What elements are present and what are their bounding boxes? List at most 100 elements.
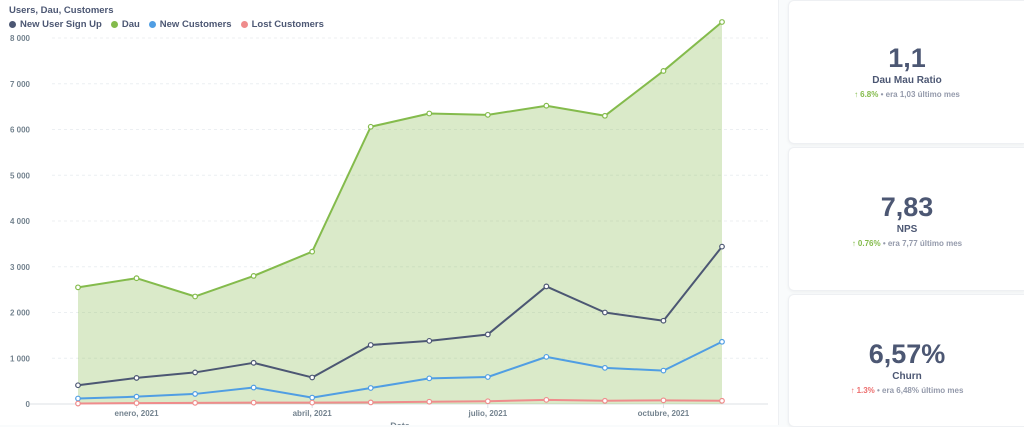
data-point-dau bbox=[367, 123, 374, 130]
data-point-dau bbox=[660, 68, 667, 74]
data-point-new-customers bbox=[660, 367, 667, 374]
data-point-new-customers bbox=[484, 374, 491, 380]
kpi-value[interactable]: 1,1 bbox=[888, 43, 926, 73]
series-line-lost-customers bbox=[77, 398, 723, 405]
legend-dot-icon bbox=[9, 21, 16, 28]
data-point-lost-customers bbox=[75, 400, 81, 407]
y-tick-label: 8 000 bbox=[10, 34, 31, 43]
data-point-new-user-sign-up bbox=[75, 382, 81, 389]
legend-item-new-customers[interactable]: New Customers bbox=[148, 19, 232, 30]
data-point-dau bbox=[426, 110, 433, 117]
legend-dot-icon bbox=[240, 21, 248, 28]
data-point-dau bbox=[192, 293, 198, 300]
y-tick-label: 2 000 bbox=[10, 309, 31, 318]
y-tick-label: 3 000 bbox=[10, 263, 31, 272]
data-point-lost-customers bbox=[250, 399, 257, 406]
x-tick-label: julio, 2021 bbox=[467, 409, 507, 418]
x-axis-title: Date bbox=[390, 421, 410, 425]
data-point-new-customers bbox=[719, 338, 725, 345]
data-point-lost-customers bbox=[367, 399, 374, 406]
kpi-card-dau-mau-ratio: 1,1 Dau Mau Ratio ↑ 6.8% • era 1,03 últim… bbox=[788, 0, 1024, 144]
data-point-new-user-sign-up bbox=[192, 369, 198, 376]
kpi-previous-value: • era 1,03 último mes bbox=[880, 90, 960, 99]
data-point-new-user-sign-up bbox=[543, 283, 550, 290]
data-point-lost-customers bbox=[543, 396, 550, 403]
y-tick-label: 1 000 bbox=[10, 354, 31, 363]
y-tick-label: 0 bbox=[26, 400, 31, 409]
kpi-comparison: ↑ 6.8% • era 1,03 último mes bbox=[789, 90, 1024, 99]
data-point-new-user-sign-up bbox=[309, 374, 316, 381]
data-point-dau bbox=[543, 102, 550, 109]
data-point-lost-customers bbox=[719, 397, 725, 404]
arrow-up-icon: ↑ bbox=[850, 386, 855, 395]
kpi-card-nps: 7,83 NPS ↑ 0.76% • era 7,77 último mes bbox=[788, 147, 1024, 291]
data-point-new-customers bbox=[367, 385, 374, 391]
data-point-dau bbox=[75, 284, 81, 291]
data-point-lost-customers bbox=[484, 398, 491, 405]
data-point-new-user-sign-up bbox=[484, 331, 491, 338]
data-point-dau bbox=[484, 111, 491, 118]
data-point-new-user-sign-up bbox=[602, 309, 608, 316]
chart-card: Users, Dau, Customers New User Sign Up D… bbox=[9, 0, 779, 425]
kpi-change-percent: 0.76% bbox=[857, 239, 881, 248]
data-point-lost-customers bbox=[133, 400, 140, 406]
data-point-dau bbox=[250, 273, 257, 279]
legend-label: Lost Customers bbox=[251, 19, 324, 30]
kpi-value[interactable]: 6,57% bbox=[868, 339, 946, 369]
kpi-label[interactable]: NPS bbox=[896, 224, 918, 235]
kpi-label[interactable]: Churn bbox=[892, 371, 922, 382]
y-tick-label: 4 000 bbox=[10, 217, 31, 226]
series-line-new-user-sign-up bbox=[77, 246, 723, 387]
legend-dot-icon bbox=[110, 21, 118, 28]
data-point-new-customers bbox=[75, 395, 81, 402]
data-point-dau bbox=[133, 275, 140, 282]
y-tick-label: 5 000 bbox=[10, 171, 31, 180]
series-line-new-customers bbox=[77, 340, 723, 400]
kpi-comparison: ↑ 0.76% • era 7,77 último mes bbox=[789, 239, 1024, 248]
data-point-dau bbox=[719, 19, 725, 25]
data-point-lost-customers bbox=[602, 397, 608, 404]
y-tick-label: 7 000 bbox=[10, 80, 31, 89]
series-line-dau bbox=[77, 21, 723, 298]
legend-label: New Customers bbox=[159, 19, 232, 30]
data-point-dau bbox=[602, 112, 608, 119]
line-chart: 0 1 000 2 000 3 000 4 000 5 000 6 000 7 000 8 00… bbox=[10, 19, 768, 425]
data-point-new-user-sign-up bbox=[719, 243, 725, 250]
kpi-label[interactable]: Dau Mau Ratio bbox=[872, 75, 942, 86]
kpi-value[interactable]: 7,83 bbox=[880, 192, 934, 222]
data-point-new-customers bbox=[192, 391, 198, 397]
chart-legend: New User Sign Up Dau New Customers Lost … bbox=[9, 19, 324, 30]
data-point-new-user-sign-up bbox=[367, 342, 374, 348]
kpi-card-churn: 6,57% Churn ↑ 1.3% • era 6,48% último mes bbox=[788, 294, 1024, 427]
kpi-previous-value: • era 7,77 último mes bbox=[882, 239, 963, 248]
data-point-new-customers bbox=[250, 384, 257, 391]
legend-label: Dau bbox=[121, 19, 140, 30]
kpi-previous-value: • era 6,48% último mes bbox=[877, 386, 964, 395]
kpi-change-percent: 1.3% bbox=[856, 386, 875, 395]
data-point-new-user-sign-up bbox=[426, 337, 433, 344]
legend-item-lost-customers[interactable]: Lost Customers bbox=[240, 19, 324, 30]
data-point-new-customers bbox=[133, 393, 140, 400]
data-point-lost-customers bbox=[309, 399, 316, 406]
chart-title[interactable]: Users, Dau, Customers bbox=[9, 5, 114, 16]
x-tick-label: enero, 2021 bbox=[115, 409, 160, 418]
legend-item-dau[interactable]: Dau bbox=[110, 19, 140, 30]
data-point-new-customers bbox=[602, 364, 608, 371]
y-tick-label: 6 000 bbox=[10, 126, 31, 135]
data-point-new-user-sign-up bbox=[133, 375, 140, 381]
arrow-up-icon: ↑ bbox=[854, 90, 859, 99]
kpi-comparison: ↑ 1.3% • era 6,48% último mes bbox=[789, 386, 1024, 395]
legend-item-new-user-sign-up[interactable]: New User Sign Up bbox=[9, 19, 102, 30]
data-point-dau bbox=[309, 248, 316, 255]
data-point-new-user-sign-up bbox=[660, 317, 667, 324]
kpi-change-percent: 6.8% bbox=[860, 90, 879, 99]
data-point-lost-customers bbox=[192, 399, 198, 406]
series-area-dau bbox=[78, 21, 722, 405]
x-tick-label: octubre, 2021 bbox=[638, 409, 690, 418]
data-point-new-customers bbox=[543, 353, 550, 360]
data-point-new-customers bbox=[426, 375, 433, 382]
data-point-new-customers bbox=[309, 394, 316, 401]
arrow-up-icon: ↑ bbox=[851, 239, 856, 248]
legend-dot-icon bbox=[148, 21, 156, 28]
x-tick-label: abril, 2021 bbox=[293, 409, 333, 418]
